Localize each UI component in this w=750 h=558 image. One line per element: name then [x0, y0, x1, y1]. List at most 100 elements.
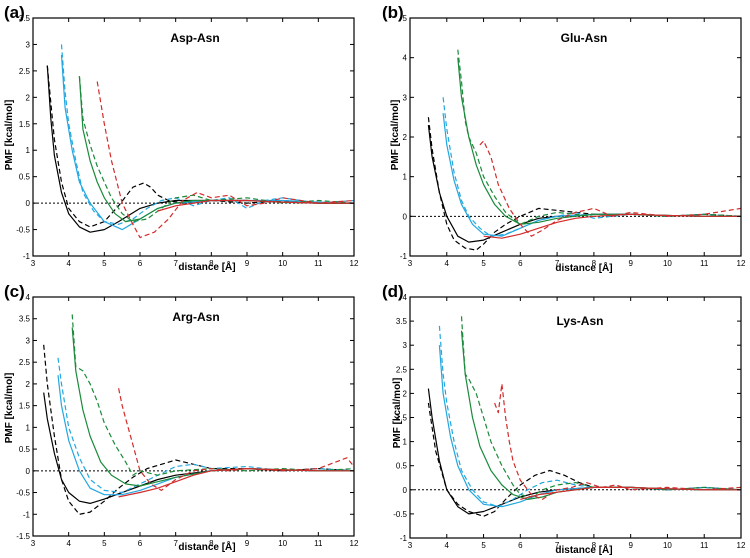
- panel-b-letter: (b): [382, 3, 404, 22]
- series-line-blue-dashed: [438, 325, 742, 508]
- y-tick-label: 2: [403, 389, 408, 398]
- y-tick-label: 1: [26, 423, 31, 432]
- series-line-blue-solid: [57, 375, 354, 496]
- series-line-black-solid: [43, 392, 354, 504]
- x-tick-label: 11: [700, 541, 709, 550]
- series-line-black-dashed: [427, 402, 742, 517]
- x-tick-label: 5: [481, 541, 486, 550]
- panel-d-title: Lys-Asn: [557, 314, 604, 328]
- x-tick-label: 9: [245, 539, 250, 548]
- x-tick-label: 9: [628, 541, 633, 550]
- x-tick-label: 9: [628, 259, 633, 268]
- x-tick-label: 4: [445, 541, 450, 550]
- y-tick-label: 0: [403, 212, 408, 221]
- y-tick-label: 2: [403, 133, 408, 142]
- y-tick-label: 1: [403, 438, 408, 447]
- x-tick-label: 8: [209, 259, 214, 268]
- y-tick-label: 2: [26, 93, 31, 102]
- x-tick-label: 8: [209, 539, 214, 548]
- x-tick-label: 5: [102, 539, 107, 548]
- panel-a-xlabel: distance [Å]: [178, 260, 235, 273]
- x-tick-label: 11: [700, 259, 709, 268]
- series-line-red-dashed: [479, 140, 742, 237]
- panel-a: (a) Asp-Asn distance [Å] PMF [kcal/mol] …: [4, 3, 359, 273]
- y-tick-label: 4: [26, 293, 31, 302]
- y-tick-label: 2.5: [396, 365, 408, 374]
- y-tick-label: 0: [26, 199, 31, 208]
- y-tick-label: 3.5: [19, 315, 31, 324]
- y-tick-label: 3: [26, 40, 31, 49]
- series-line-black-solid: [427, 125, 741, 243]
- series-line-green-solid: [460, 330, 741, 500]
- y-tick-label: -1: [400, 252, 408, 261]
- series-line-green-solid: [71, 327, 354, 487]
- y-tick-label: -0.5: [16, 489, 30, 498]
- panel-c-letter: (c): [4, 282, 25, 301]
- panel-d-xlabel: distance [Å]: [555, 543, 612, 556]
- panel-d-letter: (d): [382, 282, 404, 301]
- y-tick-label: 0: [26, 467, 31, 476]
- x-tick-label: 4: [66, 259, 71, 268]
- series-line-green-solid: [457, 57, 741, 225]
- x-tick-label: 11: [314, 539, 323, 548]
- series-line-red-solid: [157, 199, 354, 212]
- series-line-red-solid: [118, 468, 354, 498]
- y-tick-label: 2.5: [19, 67, 31, 76]
- y-tick-label: 5: [403, 14, 408, 23]
- x-tick-label: 7: [173, 259, 178, 268]
- x-tick-label: 10: [663, 541, 672, 550]
- y-tick-label: 3.5: [396, 317, 408, 326]
- panel-d-ylabel: PMF [kcal/mol]: [392, 378, 403, 449]
- panel-a-title: Asp-Asn: [170, 31, 219, 45]
- x-tick-label: 3: [408, 541, 413, 550]
- y-tick-label: 0.5: [19, 173, 31, 182]
- series-line-red-solid: [483, 213, 741, 239]
- y-tick-label: 3.5: [19, 14, 31, 23]
- y-tick-label: 2.5: [19, 358, 31, 367]
- plot-frame: [409, 17, 742, 257]
- x-tick-label: 9: [245, 259, 250, 268]
- x-tick-label: 12: [350, 539, 359, 548]
- x-tick-label: 3: [31, 539, 36, 548]
- series-line-blue-dashed: [60, 44, 355, 225]
- series-line-green-dashed: [78, 76, 355, 223]
- x-tick-label: 6: [138, 259, 143, 268]
- series-line-blue-dashed: [442, 97, 742, 237]
- panel-d: (d) Lys-Asn distance [Å] PMF [kcal/mol] …: [382, 282, 746, 556]
- x-tick-label: 12: [350, 259, 359, 268]
- x-tick-label: 10: [278, 259, 287, 268]
- panel-a-letter: (a): [4, 3, 25, 22]
- series-line-green-dashed: [457, 49, 742, 225]
- y-tick-label: 4: [403, 54, 408, 63]
- y-tick-label: 4: [403, 293, 408, 302]
- x-tick-label: 6: [518, 541, 523, 550]
- panel-c-title: Arg-Asn: [172, 310, 219, 324]
- series-line-red-dashed: [118, 388, 355, 491]
- y-tick-label: 0.5: [396, 462, 408, 471]
- y-tick-label: -0.5: [16, 226, 30, 235]
- x-tick-label: 6: [518, 259, 523, 268]
- x-tick-label: 8: [592, 541, 597, 550]
- y-tick-label: 3: [26, 336, 31, 345]
- y-tick-label: -1: [23, 510, 31, 519]
- y-tick-label: 0: [403, 486, 408, 495]
- panel-a-ylabel: PMF [kcal/mol]: [4, 100, 15, 171]
- series-line-black-solid: [427, 388, 741, 515]
- y-tick-label: 3: [403, 341, 408, 350]
- y-tick-label: 0.5: [19, 445, 31, 454]
- x-tick-label: 5: [481, 259, 486, 268]
- x-tick-label: 6: [138, 539, 143, 548]
- x-tick-label: 7: [555, 259, 560, 268]
- panel-b-xlabel: distance [Å]: [555, 261, 612, 274]
- y-tick-label: -1.5: [16, 532, 30, 541]
- x-tick-label: 12: [737, 259, 746, 268]
- series-line-green-dashed: [71, 314, 355, 476]
- x-tick-label: 5: [102, 259, 107, 268]
- plot-frame: [32, 296, 355, 537]
- panel-c: (c) Arg-Asn distance [Å] PMF [kcal/mol] …: [4, 282, 359, 553]
- y-tick-label: 1.5: [19, 402, 31, 411]
- series-line-black-dashed: [427, 117, 742, 251]
- x-tick-label: 12: [737, 541, 746, 550]
- x-tick-label: 10: [278, 539, 287, 548]
- panel-b-title: Glu-Asn: [561, 31, 608, 45]
